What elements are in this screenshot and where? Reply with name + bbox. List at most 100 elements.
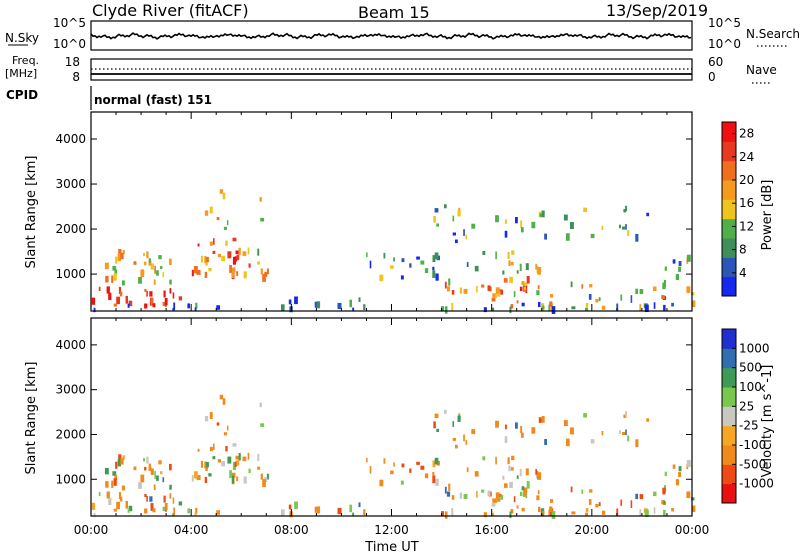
power-cell xyxy=(127,303,130,308)
velocity-cell xyxy=(122,455,125,460)
power-cell xyxy=(662,282,666,290)
velocity-cell xyxy=(226,425,229,431)
velocity-cell xyxy=(444,511,448,519)
power-colorbar-tick-label: 12 xyxy=(739,219,754,233)
velocity-cell xyxy=(216,510,220,515)
power-cell xyxy=(236,271,239,276)
power-cell xyxy=(520,220,523,228)
power-cell xyxy=(163,290,166,298)
velocity-cell xyxy=(416,461,420,465)
noise-trace xyxy=(90,32,692,40)
velocity-cell xyxy=(209,412,213,419)
power-cell xyxy=(566,233,570,241)
power-cell xyxy=(121,280,125,286)
power-cell xyxy=(294,296,298,305)
velocity-cell xyxy=(566,438,570,447)
power-cell xyxy=(550,294,554,298)
velocity-cell xyxy=(563,420,568,426)
velocity-cell xyxy=(191,475,194,482)
power-cell xyxy=(481,284,485,288)
power-cell xyxy=(432,270,436,278)
velocity-cell xyxy=(205,465,208,471)
power-cell xyxy=(474,265,479,272)
velocity-cell xyxy=(212,456,216,460)
x-tick-label: 16:00 xyxy=(474,523,509,537)
power-cell xyxy=(288,299,292,305)
power-cell xyxy=(434,252,439,260)
velocity-cell xyxy=(521,507,525,512)
velocity-cell xyxy=(106,491,110,499)
velocity-cell xyxy=(138,482,142,489)
power-cell xyxy=(112,266,117,271)
nave-tick-top: 60 xyxy=(708,55,723,69)
power-cell xyxy=(663,304,666,312)
y-tick-label: 2000 xyxy=(55,222,86,236)
power-cell xyxy=(363,304,366,311)
velocity-colorbar-tick-label: -25 xyxy=(739,419,759,433)
velocity-cell xyxy=(539,419,544,423)
velocity-cell xyxy=(104,467,109,475)
velocity-cell xyxy=(589,489,593,493)
power-cell xyxy=(583,207,587,212)
velocity-cell xyxy=(150,468,154,475)
x-axis-labels: 00:00 04:00 08:00 12:00 16:00 20:00 00:00 xyxy=(74,523,710,537)
power-cell xyxy=(156,270,159,276)
power-cell xyxy=(115,256,118,264)
velocity-cell xyxy=(127,508,130,513)
power-cell xyxy=(598,297,601,302)
power-cell xyxy=(448,278,451,286)
power-cell xyxy=(379,274,384,282)
velocity-colorbar-segment xyxy=(722,329,736,349)
power-cell xyxy=(504,230,508,238)
power-cell xyxy=(153,279,156,285)
velocity-cell xyxy=(205,462,209,468)
velocity-cell xyxy=(243,476,247,484)
velocity-cell xyxy=(143,458,145,462)
power-cell xyxy=(416,256,420,260)
velocity-cell xyxy=(248,468,251,473)
velocity-cell xyxy=(424,473,429,479)
power-colorbar-segment xyxy=(722,199,736,220)
power-cell xyxy=(434,208,439,213)
power-cell xyxy=(194,307,197,312)
power-cell xyxy=(653,302,656,309)
power-cell xyxy=(537,285,540,290)
velocity-cell xyxy=(197,448,200,452)
velocity-cell xyxy=(495,420,499,428)
power-cell xyxy=(451,302,454,311)
velocity-cell xyxy=(262,479,266,488)
power-cell xyxy=(457,210,461,217)
velocity-cell xyxy=(150,503,154,511)
power-cell xyxy=(400,275,404,280)
velocity-cell xyxy=(538,506,541,513)
power-cell xyxy=(122,250,125,255)
power-cell xyxy=(352,307,355,312)
velocity-cell xyxy=(653,507,656,514)
power-cell xyxy=(519,263,522,271)
power-cell xyxy=(169,279,172,285)
power-cell xyxy=(516,300,519,304)
velocity-cell xyxy=(525,468,529,476)
power-cell xyxy=(627,230,630,236)
power-cell xyxy=(541,210,545,218)
velocity-cell xyxy=(118,454,122,463)
power-cell xyxy=(209,241,213,246)
velocity-cell xyxy=(432,475,436,484)
power-cell xyxy=(516,270,519,274)
velocity-cell xyxy=(366,457,368,463)
power-cell xyxy=(150,263,154,270)
velocity-cell xyxy=(521,486,525,491)
power-cell xyxy=(160,266,163,269)
power-cell xyxy=(349,299,352,308)
velocity-cell xyxy=(601,510,606,515)
power-cell xyxy=(225,240,228,246)
power-cell xyxy=(502,270,505,275)
velocity-cell xyxy=(91,502,96,510)
beam-title: Beam 15 xyxy=(358,3,430,22)
velocity-cell xyxy=(544,439,547,445)
power-cell xyxy=(519,286,523,291)
velocity-cell xyxy=(497,498,501,502)
power-cell xyxy=(585,303,589,308)
power-colorbar-tick-label: 4 xyxy=(739,266,747,280)
velocity-cell xyxy=(492,498,497,503)
